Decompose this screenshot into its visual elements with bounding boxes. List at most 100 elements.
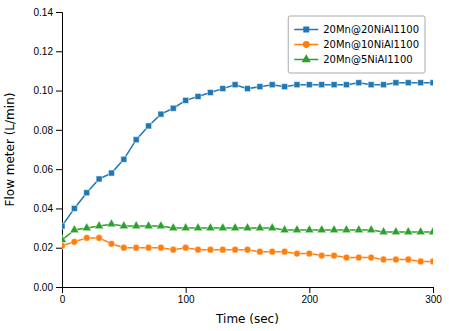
chart: 01002003000.000.020.040.060.080.100.120.…: [0, 0, 449, 331]
marker: [83, 235, 90, 242]
marker: [430, 258, 433, 265]
marker: [318, 252, 325, 259]
tick-mark: [433, 287, 434, 293]
legend-label: 20Mn@5NiAl1100: [323, 54, 412, 65]
marker: [132, 221, 141, 229]
tick-mark: [56, 51, 62, 52]
marker: [257, 84, 263, 90]
legend-item: 20Mn@10NiAl1100: [294, 39, 419, 50]
marker: [380, 256, 387, 263]
tick-label: 200: [301, 294, 318, 305]
axis-line: [63, 288, 434, 294]
marker: [120, 244, 127, 251]
tick-label: 0: [60, 294, 66, 305]
marker: [269, 82, 275, 88]
marker: [244, 246, 251, 253]
marker: [220, 86, 226, 92]
tick-label: 0.14: [34, 7, 54, 18]
x-axis: 0 100 200 300: [60, 287, 443, 305]
marker: [96, 235, 103, 242]
marker: [306, 250, 313, 257]
tick-label: 0.12: [34, 46, 54, 57]
legend-symbol: [302, 54, 311, 62]
legend-box: [288, 16, 425, 73]
marker: [96, 176, 102, 182]
marker: [368, 254, 375, 261]
marker: [144, 221, 153, 229]
marker: [82, 223, 91, 231]
marker: [404, 227, 413, 235]
marker: [306, 82, 312, 88]
line: [62, 238, 433, 262]
marker: [231, 223, 240, 231]
marker: [232, 82, 238, 88]
tick-mark: [309, 287, 310, 293]
tick: 0.06: [34, 164, 62, 175]
marker: [268, 223, 277, 231]
marker: [170, 246, 177, 253]
tick: 0.02: [34, 242, 62, 253]
marker: [331, 82, 337, 88]
legend-symbol: [303, 27, 309, 33]
tick: 0.10: [34, 85, 62, 96]
tick: 0.12: [34, 46, 62, 57]
legend: 20Mn@20NiAl1100 20Mn@10NiAl1100 20Mn@5NiAl…: [288, 16, 425, 73]
tick-label: 0.06: [34, 164, 54, 175]
marker: [280, 225, 289, 233]
tick-mark: [186, 287, 187, 293]
marker: [181, 223, 190, 231]
tick-mark: [56, 287, 62, 288]
marker: [367, 225, 376, 233]
marker: [62, 223, 65, 229]
marker: [393, 256, 400, 263]
series: [62, 219, 433, 243]
marker: [317, 225, 326, 233]
axis-line: [56, 13, 63, 288]
tick: 0.04: [34, 203, 62, 214]
tick: 300: [425, 287, 442, 305]
tick: 0: [60, 287, 66, 305]
marker: [145, 244, 152, 251]
marker: [294, 250, 301, 257]
x-axis-title: Time (sec): [215, 312, 279, 326]
tick-mark: [56, 169, 62, 170]
marker: [245, 86, 251, 92]
marker: [195, 93, 201, 99]
legend-symbol: [303, 41, 310, 48]
marker: [428, 227, 433, 235]
tick: 0.08: [34, 125, 62, 136]
legend-label: 20Mn@20NiAl1100: [323, 24, 419, 35]
marker: [232, 246, 239, 253]
marker: [255, 223, 264, 231]
marker: [121, 156, 127, 162]
series: [62, 235, 433, 265]
tick-label: 0.04: [34, 203, 54, 214]
tick-label: 0.00: [34, 282, 54, 293]
marker: [207, 90, 213, 96]
tick-label: 0.10: [34, 85, 54, 96]
y-axis: 0.00 0.02 0.04 0.06 0.08 0.10 0.12 0.14: [34, 7, 63, 293]
marker: [170, 105, 176, 111]
tick-label: 0.08: [34, 125, 54, 136]
marker: [193, 223, 202, 231]
marker: [70, 225, 79, 233]
marker: [108, 240, 115, 247]
marker: [391, 227, 400, 235]
marker: [342, 225, 351, 233]
marker: [71, 238, 78, 245]
marker: [381, 82, 387, 88]
marker: [294, 82, 300, 88]
marks: [62, 80, 433, 265]
marker: [108, 170, 114, 176]
tick-mark: [56, 91, 62, 92]
marker: [430, 80, 433, 86]
marker: [146, 123, 152, 129]
tick-label: 100: [178, 294, 195, 305]
marker: [95, 221, 104, 229]
marker: [393, 80, 399, 86]
marker: [62, 242, 65, 249]
legend-item: 20Mn@5NiAl1100: [294, 54, 412, 65]
marker: [405, 80, 411, 86]
marker: [405, 256, 412, 263]
tick: 100: [178, 287, 195, 305]
